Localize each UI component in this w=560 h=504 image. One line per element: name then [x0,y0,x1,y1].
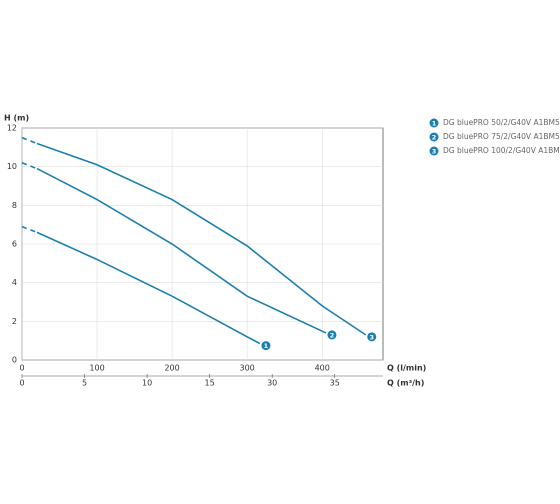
x-tick-label: 200 [164,364,179,373]
legend-marker-label: 2 [432,134,437,142]
y-tick-label: 8 [12,201,17,210]
curve-marker-label: 1 [264,342,269,350]
y-tick-label: 10 [7,162,17,171]
x2-tick-label: 10 [142,379,152,388]
curve-marker [261,341,271,351]
curve [36,231,261,345]
y-tick-label: 2 [12,317,17,326]
y-tick-label: 6 [12,240,17,249]
x2-tick-label: 0 [19,379,24,388]
legend-label: DG bluePRO 100/2/G40V A1BM5 [443,146,560,155]
x-axis-title: Q (l/min) [387,364,426,373]
curve-marker-label: 2 [330,331,335,339]
legend-marker-label: 3 [432,148,437,156]
y-axis-title: H (m) [4,114,29,123]
legend-marker [429,146,439,156]
y-tick-label: 12 [7,124,17,133]
curve [36,142,367,336]
x-tick-label: 300 [240,364,255,373]
legend-marker-label: 1 [432,120,437,128]
x-tick-label: 100 [89,364,104,373]
legend-label: DG bluePRO 75/2/G40V A1BM5 [443,132,560,141]
curve-dashed-start [21,225,38,234]
x-tick-label: 0 [19,364,24,373]
x-tick-label: 400 [315,364,330,373]
x2-tick-label: 30 [267,379,277,388]
x2-tick-label: 5 [82,379,87,388]
y-tick-label: 4 [12,278,17,287]
curve-marker [327,330,337,340]
curve-marker [367,332,377,342]
curve-dashed-start [21,162,38,170]
x2-tick-label: 35 [330,379,340,388]
legend-marker [429,118,439,128]
curve-marker-label: 3 [369,333,374,341]
legend-label: DG bluePRO 50/2/G40V A1BM5 [443,118,560,127]
curve-dashed-start [21,136,38,145]
x2-tick-label: 15 [205,379,215,388]
legend-marker [429,132,439,142]
curve [36,167,327,334]
y-tick-label: 0 [12,356,17,365]
x2-axis-title: Q (m³/h) [387,379,424,388]
